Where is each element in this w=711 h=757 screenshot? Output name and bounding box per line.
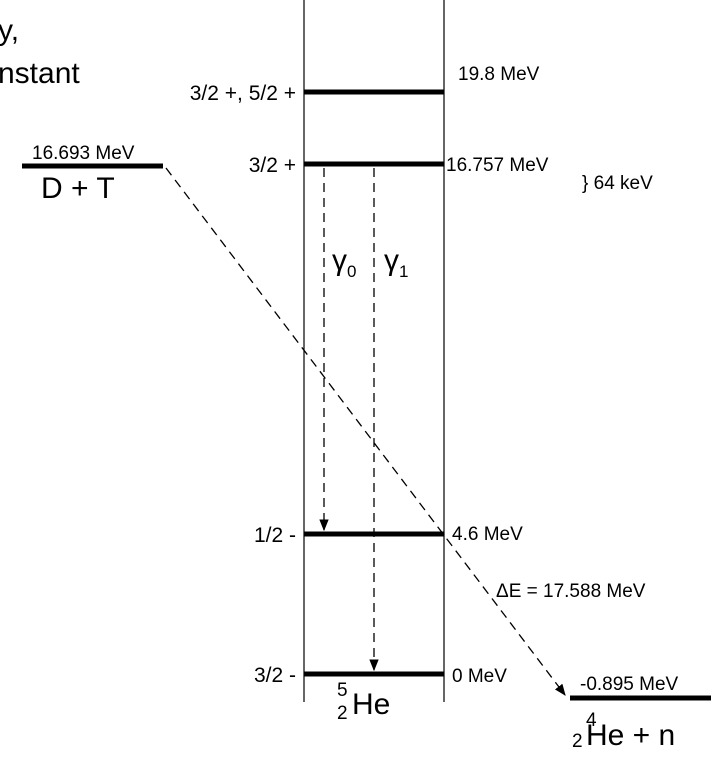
compound-label: He [352,688,390,721]
decay-arrow [165,167,566,696]
entrance-label: D + T [41,172,115,205]
exit-label: He + n [586,719,675,752]
energy-label-16-757: 16.757 MeV [446,155,549,176]
energy-label-4-6: 4.6 MeV [452,524,523,545]
exit-energy-label: -0.895 MeV [580,674,679,695]
exit-mass-number: 4 [586,710,597,731]
compound-mass-number: 5 [337,680,348,701]
spin-label-19-8: 3/2 +, 5/2 + [190,82,296,105]
spin-label-4-6: 1/2 - [254,524,296,547]
gamma0-label: γ0 [332,244,356,281]
entrance-energy-label: 16.693 MeV [32,143,135,164]
spin-label-0: 3/2 - [254,664,296,687]
exit-charge-number: 2 [572,731,583,752]
compound-charge-number: 2 [337,703,348,724]
cut-text-line1: y, [0,14,19,47]
cut-text-line2: nstant [0,57,80,90]
gap-label-64-kev: } 64 keV [582,173,653,194]
energy-label-19-8: 19.8 MeV [458,64,540,85]
spin-label-16-757: 3/2 + [249,154,296,177]
energy-label-0: 0 MeV [452,666,507,687]
gamma1-label: γ1 [384,244,408,281]
delta-e-label: ΔE = 17.588 MeV [496,581,646,602]
